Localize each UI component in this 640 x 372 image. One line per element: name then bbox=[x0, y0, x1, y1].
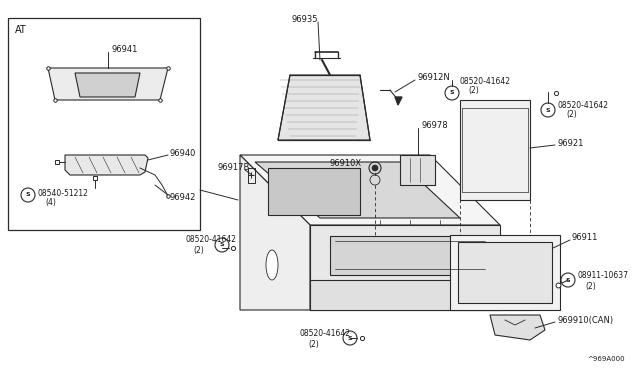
Text: (2): (2) bbox=[193, 246, 204, 254]
Text: (2): (2) bbox=[468, 86, 479, 94]
Text: 96935: 96935 bbox=[292, 16, 319, 25]
Polygon shape bbox=[400, 155, 435, 185]
Text: 96910X: 96910X bbox=[330, 158, 362, 167]
Polygon shape bbox=[240, 155, 310, 310]
Text: ^969A000: ^969A000 bbox=[588, 356, 625, 362]
Polygon shape bbox=[310, 280, 530, 310]
Polygon shape bbox=[278, 75, 370, 140]
Polygon shape bbox=[460, 100, 530, 200]
Text: S: S bbox=[546, 108, 550, 112]
Polygon shape bbox=[48, 68, 168, 100]
Text: 08520-41642: 08520-41642 bbox=[460, 77, 511, 87]
Text: 08520-41642: 08520-41642 bbox=[300, 330, 351, 339]
Text: (4): (4) bbox=[45, 199, 56, 208]
Text: 96978: 96978 bbox=[422, 122, 449, 131]
Polygon shape bbox=[490, 315, 545, 340]
Text: S: S bbox=[26, 192, 30, 198]
Polygon shape bbox=[450, 235, 560, 310]
Ellipse shape bbox=[266, 250, 278, 280]
Text: 96941: 96941 bbox=[112, 45, 138, 55]
Text: 969910(CAN): 969910(CAN) bbox=[557, 315, 613, 324]
Circle shape bbox=[372, 165, 378, 171]
Polygon shape bbox=[240, 155, 500, 225]
Text: (2): (2) bbox=[566, 110, 577, 119]
Polygon shape bbox=[255, 162, 460, 218]
Polygon shape bbox=[458, 242, 552, 303]
Bar bbox=[8, 18, 200, 230]
Text: AT: AT bbox=[15, 25, 27, 35]
Text: 96942: 96942 bbox=[170, 192, 196, 202]
Text: 96917B: 96917B bbox=[218, 164, 250, 173]
Polygon shape bbox=[65, 155, 148, 175]
Text: 08540-51212: 08540-51212 bbox=[37, 189, 88, 198]
Polygon shape bbox=[395, 97, 402, 105]
Polygon shape bbox=[75, 73, 140, 97]
Text: S: S bbox=[566, 278, 570, 282]
Text: S: S bbox=[348, 336, 352, 340]
Text: 96921: 96921 bbox=[557, 138, 584, 148]
Text: (2): (2) bbox=[585, 282, 596, 291]
Text: 96940: 96940 bbox=[170, 148, 196, 157]
Polygon shape bbox=[330, 236, 490, 275]
Text: 96912N: 96912N bbox=[417, 73, 450, 81]
Polygon shape bbox=[268, 168, 360, 215]
Text: 08520-41642: 08520-41642 bbox=[185, 235, 236, 244]
Text: 08911-10637: 08911-10637 bbox=[577, 272, 628, 280]
Text: S: S bbox=[220, 243, 224, 247]
Text: 08520-41642: 08520-41642 bbox=[558, 100, 609, 109]
Text: S: S bbox=[450, 90, 454, 96]
Text: (2): (2) bbox=[308, 340, 319, 349]
Text: 96911: 96911 bbox=[572, 234, 598, 243]
Polygon shape bbox=[310, 225, 500, 310]
